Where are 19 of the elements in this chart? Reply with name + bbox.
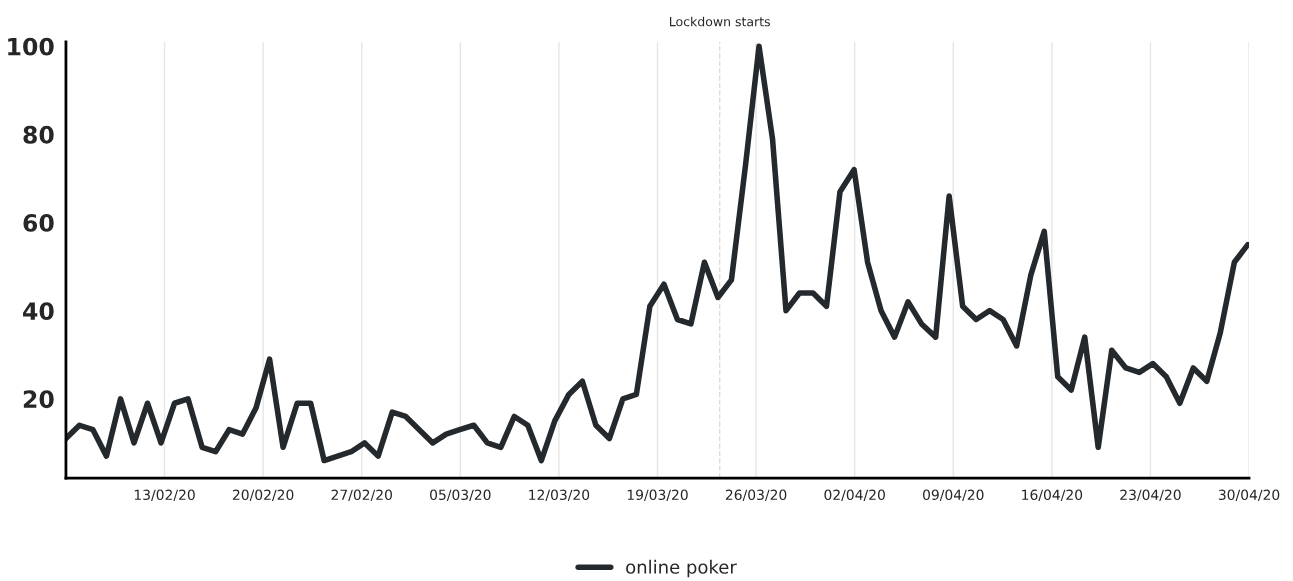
x-tick-label: 26/03/20 (725, 489, 787, 502)
x-tick-label: 09/04/20 (922, 489, 984, 502)
y-tick-label: 80 (23, 125, 54, 144)
x-tick-label: 19/03/20 (627, 489, 688, 502)
x-tick-label: 02/04/20 (824, 489, 885, 502)
x-tick-label: 27/02/20 (331, 489, 392, 502)
y-tick-label: 40 (23, 302, 54, 320)
x-tick-label: 30/04/20 (1218, 489, 1280, 502)
y-tick-label: 20 (23, 390, 54, 409)
y-tick-label: 100 (8, 37, 54, 56)
ref-line-label: Lockdown starts (670, 16, 770, 27)
x-tick-label: 16/04/20 (1022, 489, 1083, 502)
x-tick-label: 12/03/20 (529, 489, 590, 502)
x-tick-label: 13/02/20 (134, 489, 195, 502)
x-tick-label: 05/03/20 (430, 489, 491, 502)
x-tick-label: 23/04/20 (1120, 489, 1181, 502)
y-tick-label: 60 (23, 213, 54, 232)
legend-label: online poker (626, 559, 737, 578)
x-tick-label: 20/02/20 (232, 489, 294, 502)
